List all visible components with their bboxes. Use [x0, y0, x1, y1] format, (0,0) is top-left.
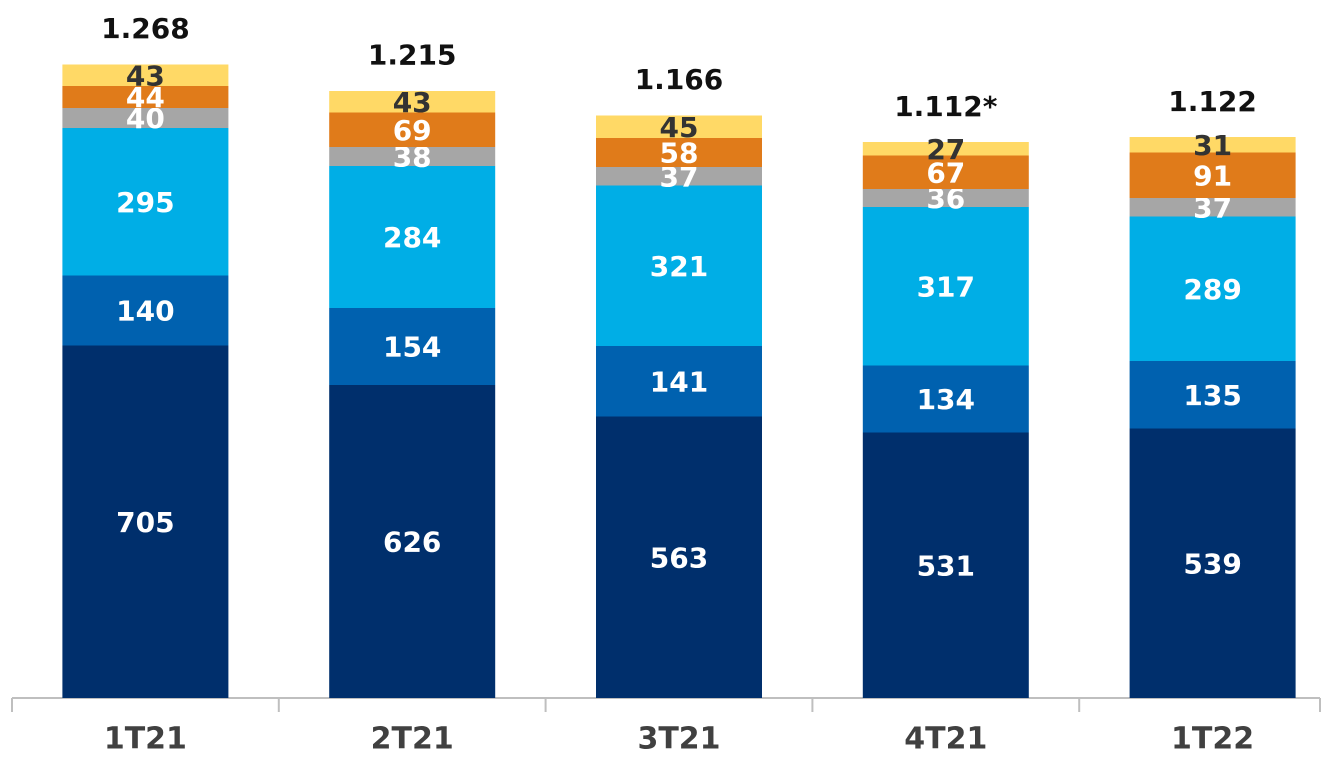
x-tick-label: 1T21 [104, 722, 187, 757]
bar-segment [862, 207, 1029, 366]
bar-segment [596, 416, 762, 698]
bar-segment [62, 345, 229, 698]
bar-segment [1129, 361, 1296, 429]
bar-segment [596, 185, 762, 346]
total-label: 1.112* [894, 90, 998, 123]
segment-label: 539 [1183, 547, 1241, 580]
total-label: 1.268 [101, 12, 190, 45]
bar-segment [862, 155, 1029, 189]
x-tick-label: 4T21 [904, 722, 987, 757]
segment-label: 141 [650, 365, 708, 398]
bar-segment [596, 115, 762, 138]
bar-segment [329, 308, 496, 385]
bar-segment [62, 128, 229, 276]
bar-segment [596, 138, 762, 167]
bar-segment [1129, 428, 1296, 698]
segment-label: 67 [926, 156, 965, 189]
bar-segment [62, 108, 229, 128]
bar-segment [596, 167, 762, 186]
x-tick-label: 2T21 [371, 722, 454, 757]
bar-segment [1129, 198, 1296, 217]
segment-label: 321 [650, 250, 708, 283]
segment-label: 27 [926, 133, 965, 166]
segment-label: 140 [116, 295, 174, 328]
segment-label: 705 [116, 506, 174, 539]
bar-segment [596, 346, 762, 417]
total-label: 1.166 [635, 63, 724, 96]
bar-segment [1129, 152, 1296, 198]
segment-label: 44 [126, 81, 165, 114]
bar-segment [329, 147, 496, 166]
bar-segment [329, 112, 496, 147]
segment-label: 58 [660, 137, 699, 170]
bar-segment [62, 64, 229, 86]
segment-label: 317 [917, 270, 975, 303]
bar-segment [1129, 216, 1296, 361]
bar-segment [62, 86, 229, 108]
x-tick-label: 3T21 [637, 722, 720, 757]
segment-label: 531 [917, 549, 975, 582]
segment-label: 45 [660, 111, 699, 144]
segment-label: 134 [917, 383, 975, 416]
segment-label: 295 [116, 186, 174, 219]
segment-label: 135 [1183, 379, 1241, 412]
segment-label: 284 [383, 221, 441, 254]
segment-label: 43 [126, 59, 165, 92]
bar-segment [862, 432, 1029, 698]
segment-label: 69 [393, 114, 432, 147]
segment-label: 31 [1193, 129, 1232, 162]
segment-label: 626 [383, 526, 441, 559]
segment-label: 563 [650, 541, 708, 574]
bar-segment [329, 385, 496, 698]
bar-segment [1129, 137, 1296, 153]
segment-label: 289 [1183, 273, 1241, 306]
bar-segment [862, 189, 1029, 207]
segment-label: 91 [1193, 159, 1232, 192]
total-label: 1.122 [1168, 85, 1257, 118]
bar-segment [862, 365, 1029, 433]
segment-label: 43 [393, 86, 432, 119]
bar-segment [329, 166, 496, 308]
total-label: 1.215 [368, 39, 457, 72]
bar-segment [329, 91, 496, 113]
x-tick-label: 1T22 [1171, 722, 1254, 757]
bar-segment [862, 142, 1029, 156]
bar-segment [62, 275, 229, 346]
segment-label: 154 [383, 331, 441, 364]
